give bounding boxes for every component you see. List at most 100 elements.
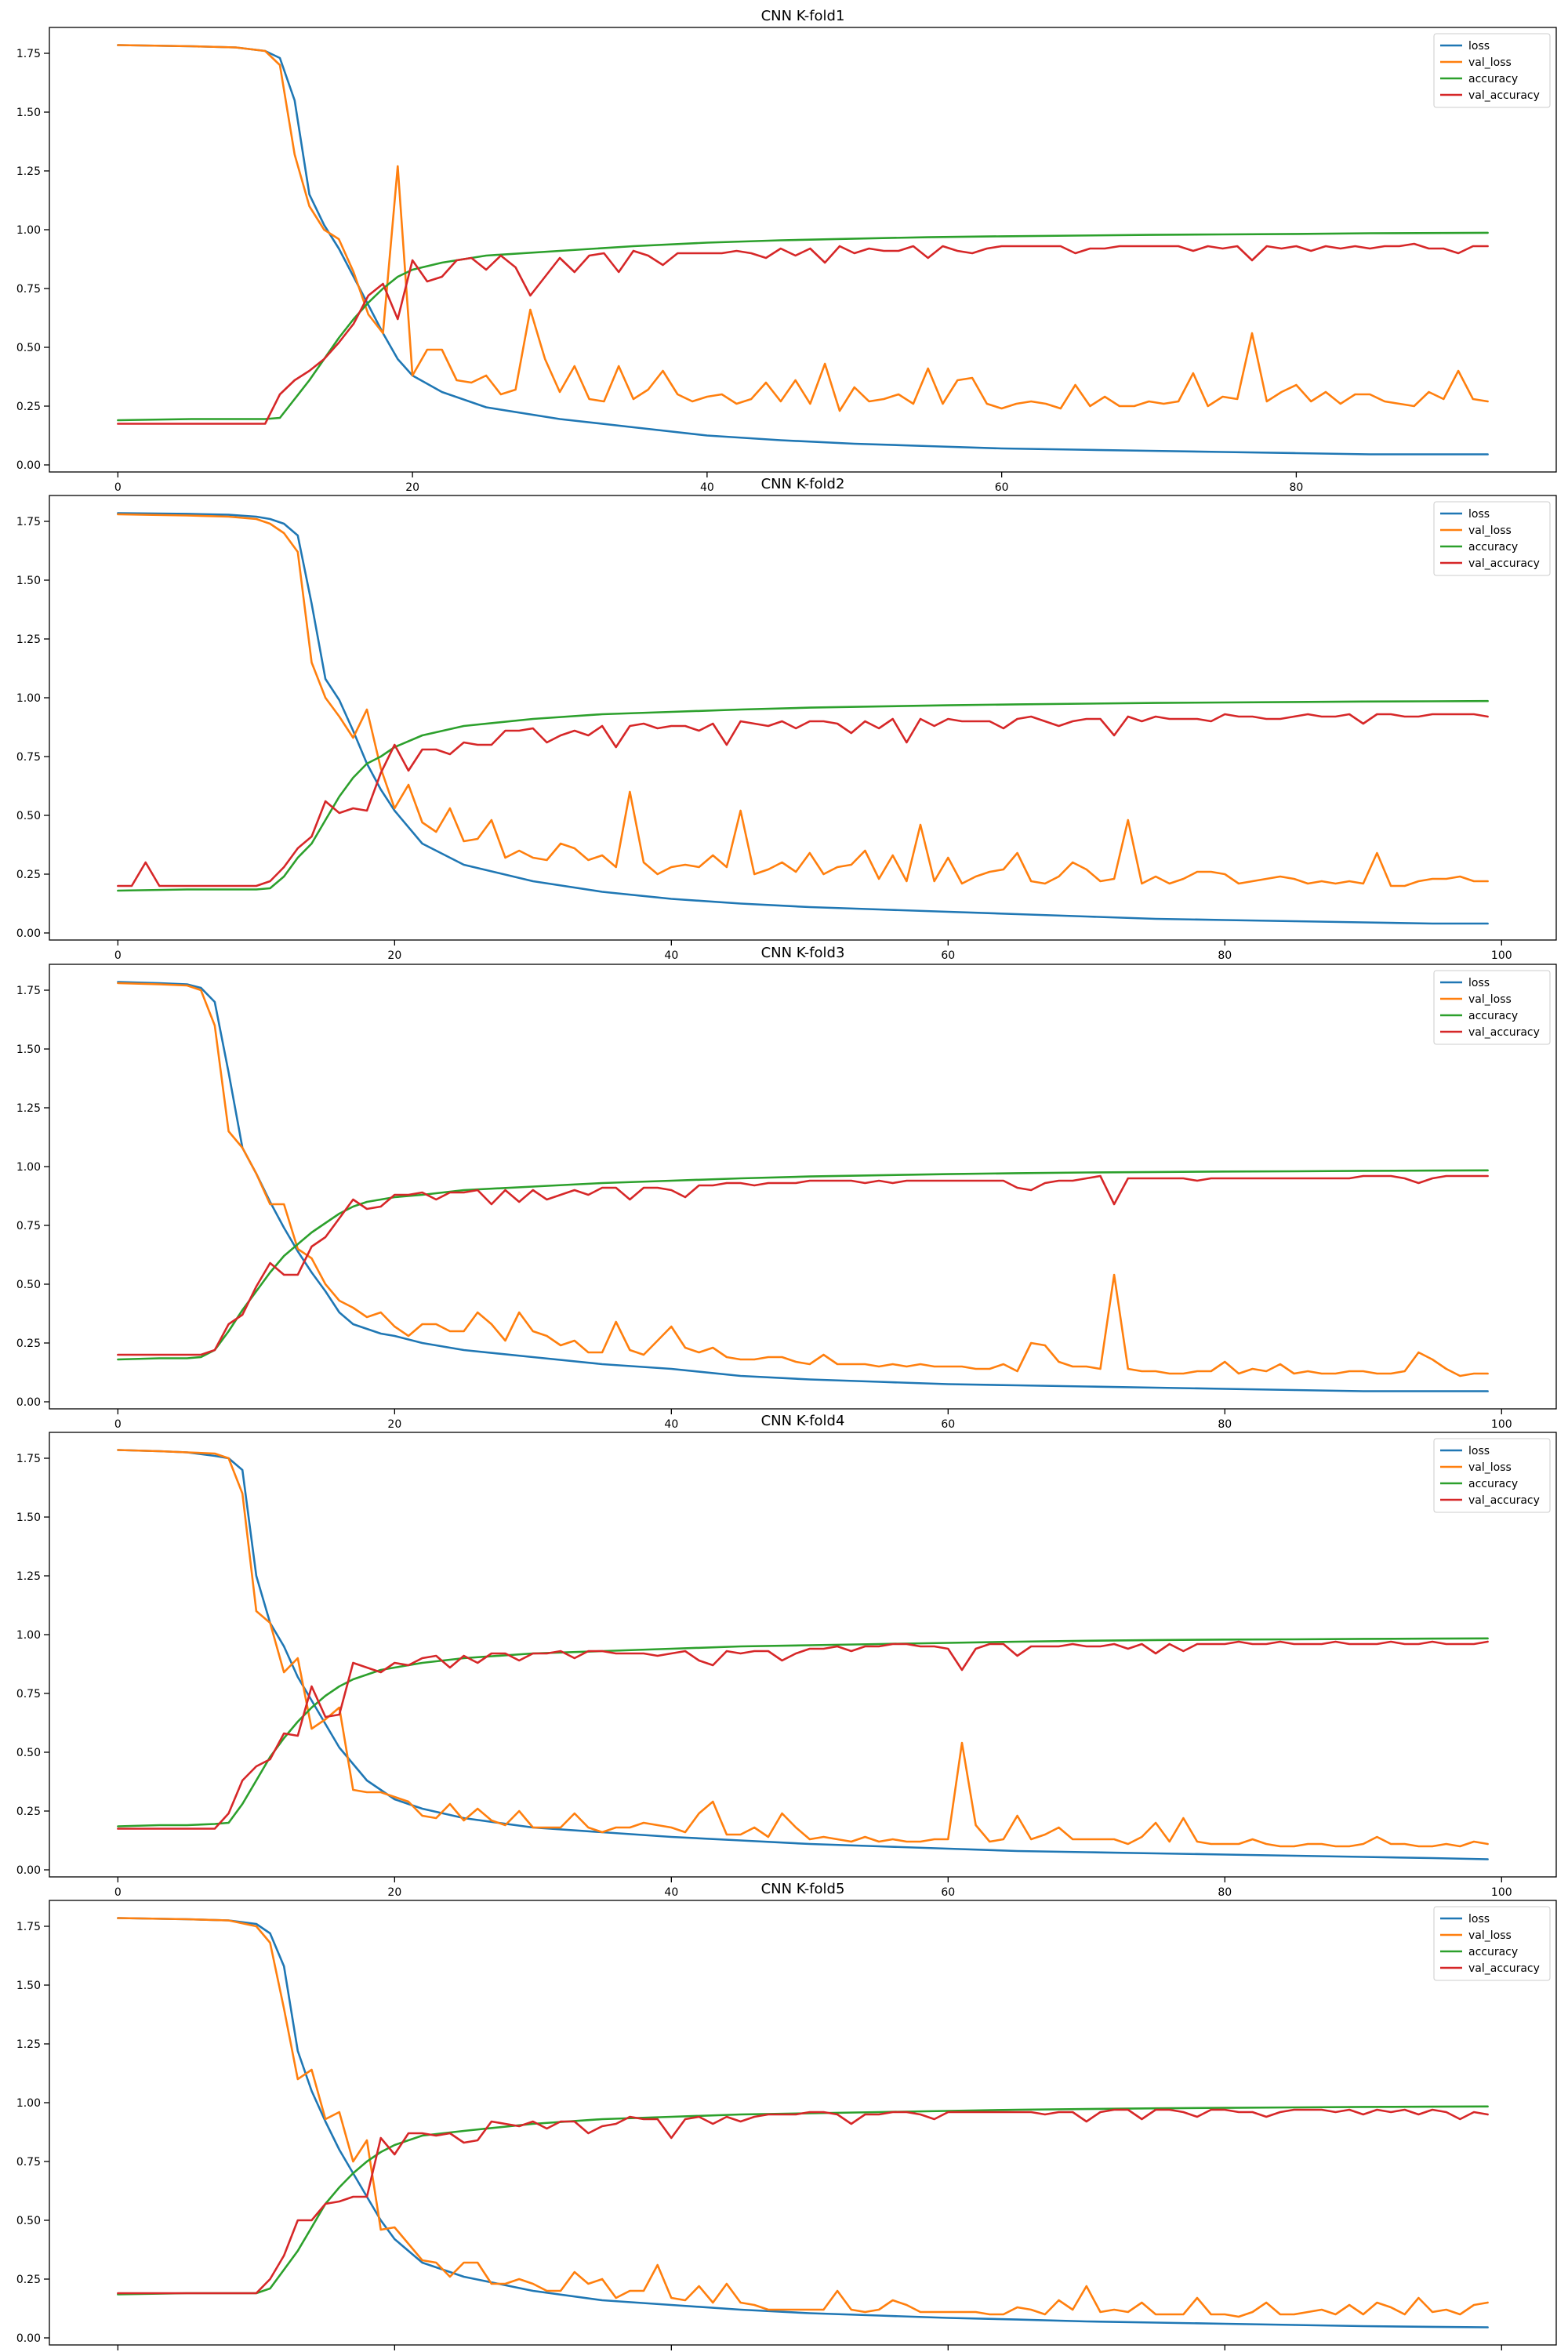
y-tick-label: 1.75 (16, 516, 41, 528)
y-tick-label: 0.00 (16, 1864, 41, 1877)
legend-label: loss (1468, 508, 1490, 521)
legend-item: val_loss (1440, 1929, 1512, 1942)
y-tick-label: 0.00 (16, 1396, 41, 1409)
y-tick-label: 1.75 (16, 985, 41, 997)
chart-title: CNN K-fold3 (761, 945, 845, 961)
y-tick-label: 1.25 (16, 633, 41, 646)
y-tick-label: 0.25 (16, 1806, 41, 1818)
y-tick-label: 1.00 (16, 1161, 41, 1174)
legend-label: val_accuracy (1468, 557, 1540, 570)
chart-panel-1: CNN K-fold1 0 20 40 60 80 0.00 0.25 0.50 0.75 1.00… (16, 8, 1557, 494)
chart-title: CNN K-fold2 (761, 476, 845, 492)
series-line-accuracy (117, 1637, 1489, 1828)
legend-item: val_loss (1440, 993, 1512, 1006)
y-tick-label: 0.25 (16, 401, 41, 413)
y-tick-label: 1.25 (16, 1570, 41, 1583)
legend-item: val_loss (1440, 56, 1512, 69)
legend: loss val_loss accuracy val_accuracy (1433, 501, 1551, 576)
x-tick-label: 80 (1289, 481, 1303, 494)
y-tick-label: 1.50 (16, 1512, 41, 1524)
y-tick-label: 0.50 (16, 810, 41, 822)
axes-frame (49, 964, 1557, 1410)
legend: loss val_loss accuracy val_accuracy (1433, 1438, 1551, 1513)
legend-label: accuracy (1468, 1946, 1518, 1958)
y-tick-label: 0.50 (16, 342, 41, 354)
legend-box (1433, 33, 1551, 108)
series-line-loss (117, 512, 1489, 925)
legend-item: loss (1440, 1913, 1490, 1926)
y-tick-label: 0.75 (16, 2156, 41, 2169)
y-tick-label: 0.75 (16, 1688, 41, 1700)
legend-label: loss (1468, 977, 1490, 989)
y-tick-label: 1.25 (16, 165, 41, 178)
y-tick-label: 0.50 (16, 2215, 41, 2227)
chart-panel-5: CNN K-fold5 0 20 40 60 80 100 0.00 0.25 0.50 0.75 1… (16, 1881, 1557, 2350)
series-line-val-accuracy (117, 1174, 1489, 1356)
series-line-loss (117, 1449, 1489, 1860)
legend-label: val_accuracy (1468, 1494, 1540, 1507)
legend-label: loss (1468, 1913, 1490, 1926)
legend-item: loss (1440, 40, 1490, 53)
y-tick-label: 0.75 (16, 1220, 41, 1232)
y-tick-label: 1.75 (16, 1453, 41, 1465)
legend-item: val_accuracy (1440, 557, 1540, 570)
series-line-accuracy (117, 1169, 1489, 1361)
y-tick-label: 1.25 (16, 1102, 41, 1115)
y-tick-label: 1.75 (16, 48, 41, 60)
y-tick-label: 1.50 (16, 575, 41, 587)
legend-box (1433, 501, 1551, 576)
legend-item: val_accuracy (1440, 89, 1540, 102)
x-tick-label: 20 (405, 481, 419, 494)
legend-item: val_accuracy (1440, 1962, 1540, 1975)
legend-item: val_loss (1440, 1461, 1512, 1474)
y-tick-label: 0.50 (16, 1747, 41, 1759)
legend-box (1433, 970, 1551, 1045)
chart-title: CNN K-fold1 (761, 8, 845, 24)
legend-label: val_accuracy (1468, 89, 1540, 102)
series-line-val-loss (117, 982, 1489, 1377)
x-tick-label: 0 (114, 949, 122, 962)
series-line-val-loss (117, 44, 1489, 412)
x-tick-label: 0 (114, 1886, 122, 1899)
legend-item: loss (1440, 977, 1490, 989)
y-tick-label: 1.00 (16, 1629, 41, 1642)
legend-label: val_loss (1468, 524, 1512, 537)
x-tick-label: 0 (114, 1418, 122, 1431)
x-tick-label: 80 (1218, 1418, 1232, 1431)
x-tick-label: 60 (941, 949, 955, 962)
series-line-accuracy (117, 699, 1489, 892)
axes-frame (49, 495, 1557, 941)
legend-label: accuracy (1468, 541, 1518, 554)
chart-title: CNN K-fold5 (761, 1881, 845, 1897)
legend-label: accuracy (1468, 73, 1518, 85)
legend: loss val_loss accuracy val_accuracy (1433, 1906, 1551, 1981)
legend-label: accuracy (1468, 1478, 1518, 1490)
chart-panel-3: CNN K-fold3 0 20 40 60 80 100 0.00 0.25 0.50 0.75 1… (16, 945, 1557, 1431)
legend-label: val_loss (1468, 56, 1512, 69)
legend-item: val_accuracy (1440, 1026, 1540, 1039)
x-tick-label: 100 (1491, 1418, 1512, 1431)
legend-box (1433, 1438, 1551, 1513)
legend-item: accuracy (1440, 1478, 1518, 1490)
series-line-val-loss (117, 1917, 1489, 2318)
x-tick-label: 40 (664, 949, 678, 962)
legend: loss val_loss accuracy val_accuracy (1433, 33, 1551, 108)
y-tick-label: 0.25 (16, 2274, 41, 2286)
legend-label: accuracy (1468, 1010, 1518, 1022)
x-tick-label: 0 (114, 481, 122, 494)
y-tick-label: 0.75 (16, 751, 41, 764)
series-line-loss (117, 1917, 1489, 2328)
series-line-val-accuracy (117, 2108, 1489, 2295)
y-tick-label: 1.00 (16, 224, 41, 237)
x-tick-label: 60 (995, 481, 1009, 494)
x-tick-label: 80 (1218, 949, 1232, 962)
y-tick-label: 0.00 (16, 459, 41, 472)
legend-label: loss (1468, 40, 1490, 53)
axes-frame (49, 27, 1557, 473)
chart-title: CNN K-fold4 (761, 1413, 845, 1429)
x-tick-label: 100 (1491, 949, 1512, 962)
x-tick-label: 20 (387, 949, 401, 962)
chart-panel-2: CNN K-fold2 0 20 40 60 80 100 0.00 0.25 0.50 0.75 1… (16, 476, 1557, 962)
axes-frame (49, 1432, 1557, 1878)
